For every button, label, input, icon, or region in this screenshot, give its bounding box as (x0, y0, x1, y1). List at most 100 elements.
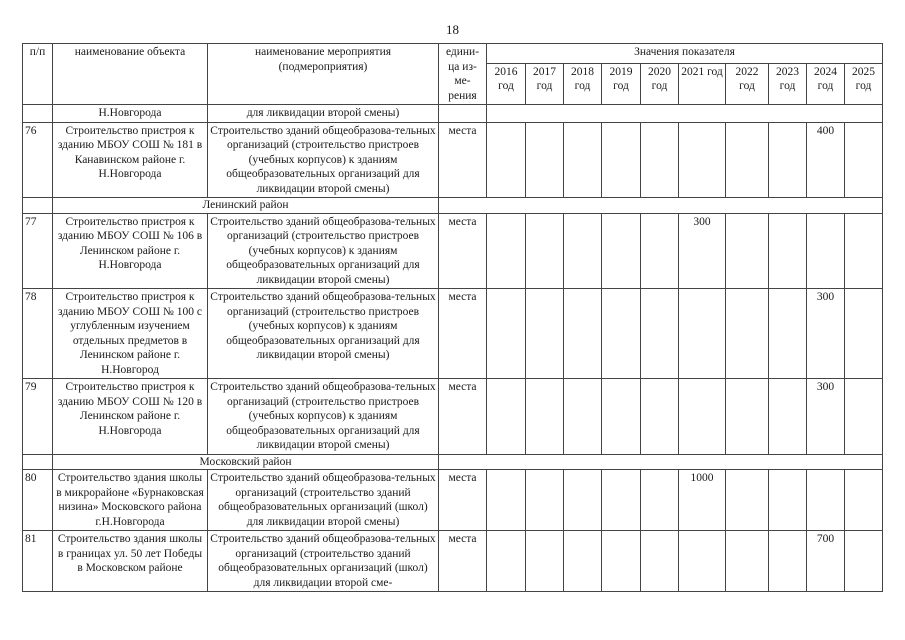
row-value (525, 212, 564, 289)
row-num: 81 (22, 530, 53, 592)
row-value (640, 530, 679, 592)
indicator-table: п/п наименование объекта наименование ме… (22, 43, 883, 592)
row-value (678, 121, 726, 198)
row-value: 400 (806, 121, 845, 198)
row-value (806, 469, 845, 531)
row-value (486, 121, 526, 198)
row-num: 77 (22, 212, 53, 289)
row-value (640, 378, 679, 455)
row-value: 1000 (678, 469, 726, 531)
row-object: Строительство здания школы в микрорайоне… (52, 469, 208, 531)
cont-object: Н.Новгорода (52, 104, 208, 123)
row-value (678, 530, 726, 592)
row-value (725, 212, 769, 289)
row-value (768, 530, 807, 592)
row-value (844, 288, 883, 379)
row-event: Строительство зданий общеобразова-тельны… (207, 212, 439, 289)
row-value: 300 (806, 378, 845, 455)
row-unit: места (438, 378, 487, 455)
row-event: Строительство зданий общеобразова-тельны… (207, 121, 439, 198)
row-value (563, 288, 602, 379)
row-num: 76 (22, 121, 53, 198)
row-value (601, 530, 641, 592)
row-value (486, 469, 526, 531)
row-unit: места (438, 530, 487, 592)
row-event: Строительство зданий общеобразова-тельны… (207, 469, 439, 531)
section-title: Ленинский район (52, 197, 439, 214)
header-year: 2020 год (640, 62, 679, 106)
row-unit: места (438, 212, 487, 289)
header-year: 2023 год (768, 62, 807, 106)
section-row: Ленинский район (22, 197, 883, 214)
row-value (563, 469, 602, 531)
row-object: Строительство пристроя к зданию МБОУ СОШ… (52, 378, 208, 455)
header-num: п/п (22, 43, 53, 105)
row-value (725, 530, 769, 592)
row-value (525, 469, 564, 531)
cont-num (22, 104, 53, 123)
row-value (768, 469, 807, 531)
table-row: 79 Строительство пристроя к зданию МБОУ С… (22, 378, 883, 455)
row-value: 300 (806, 288, 845, 379)
header-year: 2025 год (844, 62, 883, 106)
row-value (806, 212, 845, 289)
row-value (563, 378, 602, 455)
row-value (486, 212, 526, 289)
header-object: наименование объекта (52, 43, 208, 105)
row-value (844, 469, 883, 531)
row-value: 700 (806, 530, 845, 592)
row-object: Строительство здания школы в границах ул… (52, 530, 208, 592)
row-event: Строительство зданий общеобразова-тельны… (207, 530, 439, 592)
header-year: 2019 год (601, 62, 641, 106)
header-year: 2021 год (678, 62, 726, 106)
row-unit: места (438, 469, 487, 531)
row-value (486, 288, 526, 379)
row-value (640, 212, 679, 289)
row-value (601, 378, 641, 455)
section-blank (22, 453, 53, 470)
section-title: Московский район (52, 453, 439, 470)
row-object: Строительство пристроя к зданию МБОУ СОШ… (52, 288, 208, 379)
header-year: 2016 год (486, 62, 526, 106)
row-value (768, 288, 807, 379)
row-unit: места (438, 288, 487, 379)
row-value (563, 212, 602, 289)
row-unit: места (438, 121, 487, 198)
row-object: Строительство пристроя к зданию МБОУ СОШ… (52, 212, 208, 289)
row-value (725, 288, 769, 379)
row-value (486, 378, 526, 455)
row-value (844, 212, 883, 289)
header-values: Значения показателя (486, 43, 883, 64)
table-row: 76 Строительство пристроя к зданию МБОУ С… (22, 121, 883, 198)
row-num: 78 (22, 288, 53, 379)
row-value (563, 530, 602, 592)
row-value (844, 378, 883, 455)
section-row: Московский район (22, 453, 883, 470)
row-value (640, 469, 679, 531)
row-value (725, 378, 769, 455)
row-value (844, 530, 883, 592)
row-value (525, 530, 564, 592)
row-value (525, 378, 564, 455)
header-year: 2017 год (525, 62, 564, 106)
row-value: 300 (678, 212, 726, 289)
table-row: 81 Строительство здания школы в границах … (22, 530, 883, 592)
section-blank (438, 453, 883, 470)
row-value (678, 288, 726, 379)
row-value (725, 469, 769, 531)
row-value (678, 378, 726, 455)
table-row: 80 Строительство здания школы в микрорайо… (22, 469, 883, 531)
row-value (768, 378, 807, 455)
page-number: 18 (446, 22, 459, 37)
header-unit: едини-ца из-ме-рения (438, 43, 487, 105)
row-value (563, 121, 602, 198)
section-blank (438, 197, 883, 214)
row-value (601, 212, 641, 289)
row-value (844, 121, 883, 198)
header-year: 2018 год (563, 62, 602, 106)
row-value (640, 288, 679, 379)
row-value (525, 288, 564, 379)
row-value (640, 121, 679, 198)
cont-values (486, 104, 883, 123)
